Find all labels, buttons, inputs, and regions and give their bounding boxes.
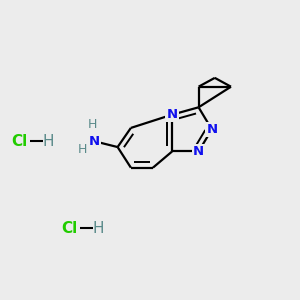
Text: N: N (206, 123, 218, 136)
Text: H: H (78, 143, 87, 157)
Text: N: N (193, 145, 204, 158)
Text: Cl: Cl (11, 134, 27, 149)
Text: H: H (93, 220, 104, 236)
Text: N: N (167, 108, 178, 121)
Text: N: N (88, 135, 100, 148)
Text: Cl: Cl (61, 220, 77, 236)
Text: H: H (88, 118, 97, 131)
Text: H: H (43, 134, 54, 149)
